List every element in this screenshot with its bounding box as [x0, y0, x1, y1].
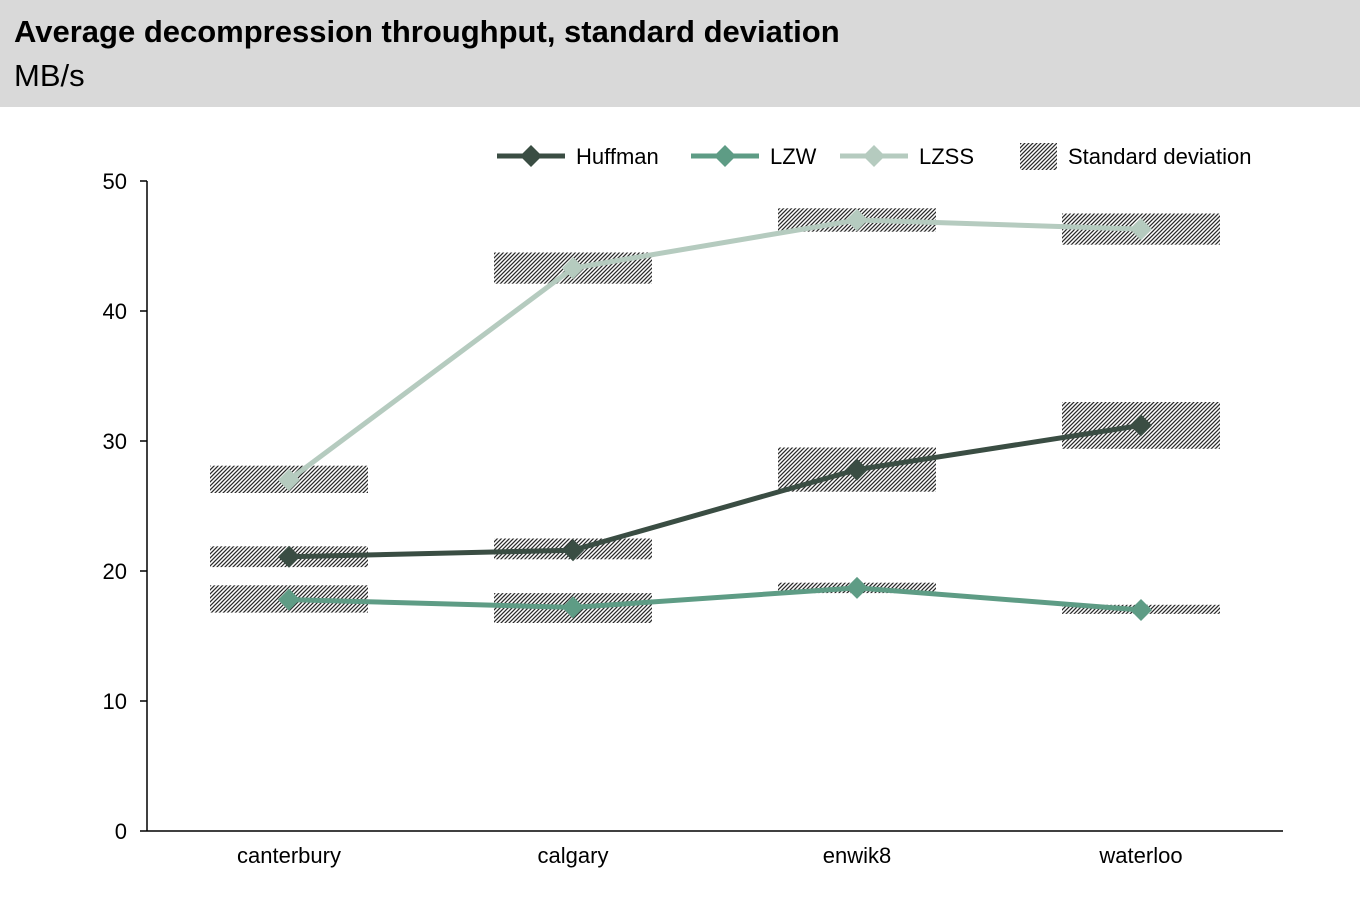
y-tick-label: 30	[103, 429, 127, 454]
axes: 0 10 20 30 40 50 canterbury calgary enwik8 waterl…	[103, 169, 1283, 868]
chart-title: Average decompression throughput, standa…	[14, 14, 840, 49]
legend: Huffman LZW LZSS Standard deviation	[497, 143, 1251, 170]
legend-marker-lzss	[863, 145, 885, 167]
y-tick-label: 0	[115, 819, 127, 844]
data-point-lzss	[278, 469, 300, 491]
legend-label-std-deviation: Standard deviation	[1068, 144, 1251, 169]
chart-subtitle-units: MB/s	[14, 58, 85, 93]
y-tick-label: 10	[103, 689, 127, 714]
data-point-lzw	[846, 576, 868, 599]
data-point-huffman	[562, 539, 584, 562]
data-point-huffman	[846, 458, 868, 481]
data-point-lzw	[562, 596, 584, 619]
legend-marker-lzw	[714, 145, 736, 167]
series-line-lzw	[288, 585, 1142, 613]
data-point-lzss	[562, 257, 584, 280]
data-point-huffman	[278, 545, 300, 568]
y-tick-label: 50	[103, 169, 127, 194]
x-tick-label: waterloo	[1098, 843, 1182, 868]
x-tick-label: canterbury	[237, 843, 341, 868]
legend-marker-huffman	[520, 145, 542, 167]
y-tick-label: 20	[103, 559, 127, 584]
series-layer	[278, 209, 1152, 621]
legend-swatch-std-deviation	[1020, 143, 1057, 170]
x-tick-label: enwik8	[823, 843, 891, 868]
legend-label-lzss: LZSS	[919, 144, 974, 169]
legend-label-huffman: Huffman	[576, 144, 659, 169]
data-point-huffman	[1130, 414, 1152, 437]
data-point-lzw	[1130, 599, 1152, 621]
data-point-lzw	[278, 588, 300, 611]
chart-header: Average decompression throughput, standa…	[0, 0, 1360, 107]
x-tick-label: calgary	[538, 843, 609, 868]
y-tick-label: 40	[103, 299, 127, 324]
series-line-lzss	[287, 217, 1142, 483]
legend-label-lzw: LZW	[770, 144, 817, 169]
series-line-huffman	[288, 422, 1142, 560]
std-deviation-layer	[210, 208, 1220, 623]
data-point-lzss	[1130, 218, 1152, 241]
data-point-lzss	[846, 209, 868, 231]
